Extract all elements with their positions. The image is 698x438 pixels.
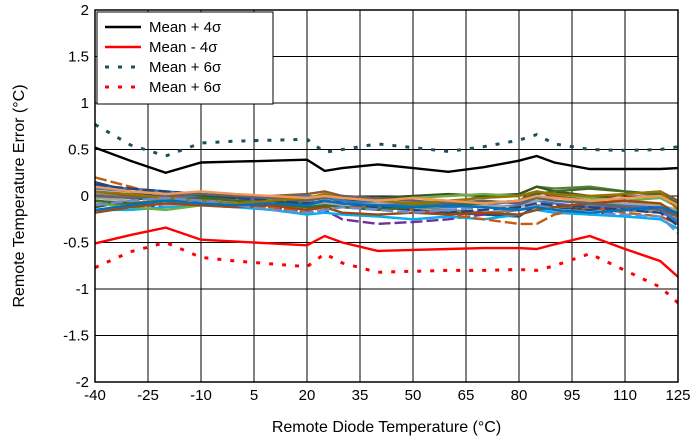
x-tick-label: 65: [458, 387, 475, 404]
unit-line-16: [94, 187, 679, 212]
y-tick-label: 2: [81, 2, 89, 19]
x-tick-label: 80: [511, 387, 528, 404]
series-line-2: [94, 226, 679, 278]
y-axis-title: Remote Temperature Error (°C): [11, 84, 28, 307]
y-tick-label: -0.5: [63, 235, 89, 252]
series-line-3: [94, 123, 679, 158]
series-line-1: [94, 146, 679, 175]
unit-line-20: [94, 199, 679, 214]
x-tick-label: -40: [84, 387, 106, 404]
legend-label-4: Mean + 6σ: [149, 79, 222, 96]
y-tick-label: -1.5: [63, 328, 89, 345]
x-axis-title: Remote Diode Temperature (°C): [272, 419, 501, 436]
y-tick-label: -2: [76, 374, 89, 391]
y-tick-label: 0.5: [68, 142, 89, 159]
x-tick-label: -10: [190, 387, 212, 404]
unit-line-18: [94, 196, 679, 235]
x-tick-label: 110: [613, 387, 637, 404]
unit-lines-group: [94, 176, 679, 235]
y-tick-label: -1: [76, 281, 89, 298]
x-tick-label: -25: [137, 387, 159, 404]
x-tick-label: 95: [564, 387, 581, 404]
y-tick-label: 1.5: [68, 49, 89, 66]
unit-line-19: [94, 185, 679, 207]
y-tick-labels: -2 -1.5 -1 -0.5 0 0.5 1 1.5 2: [63, 2, 89, 391]
legend-label-1: Mean + 4σ: [149, 19, 222, 36]
x-tick-label: 35: [352, 387, 369, 404]
x-tick-label: 20: [299, 387, 316, 404]
series-line-4: [94, 240, 679, 305]
plot-frame: [94, 9, 679, 383]
x-tick-label: 125: [665, 387, 690, 404]
x-tick-labels: -40 -25 -10 5 20 35 50 65 80 95 110 125: [84, 387, 690, 404]
legend-label-2: Mean - 4σ: [149, 39, 218, 56]
legend-label-3: Mean + 6σ: [149, 59, 222, 76]
legend: Mean + 4σ Mean - 4σ Mean + 6σ Mean + 6σ: [96, 11, 274, 105]
y-tick-label: 1: [81, 95, 89, 112]
x-tick-label: 5: [250, 387, 258, 404]
x-tick-label: 50: [405, 387, 422, 404]
statistic-lines-group: [94, 123, 679, 305]
y-tick-label: 0: [81, 188, 89, 205]
